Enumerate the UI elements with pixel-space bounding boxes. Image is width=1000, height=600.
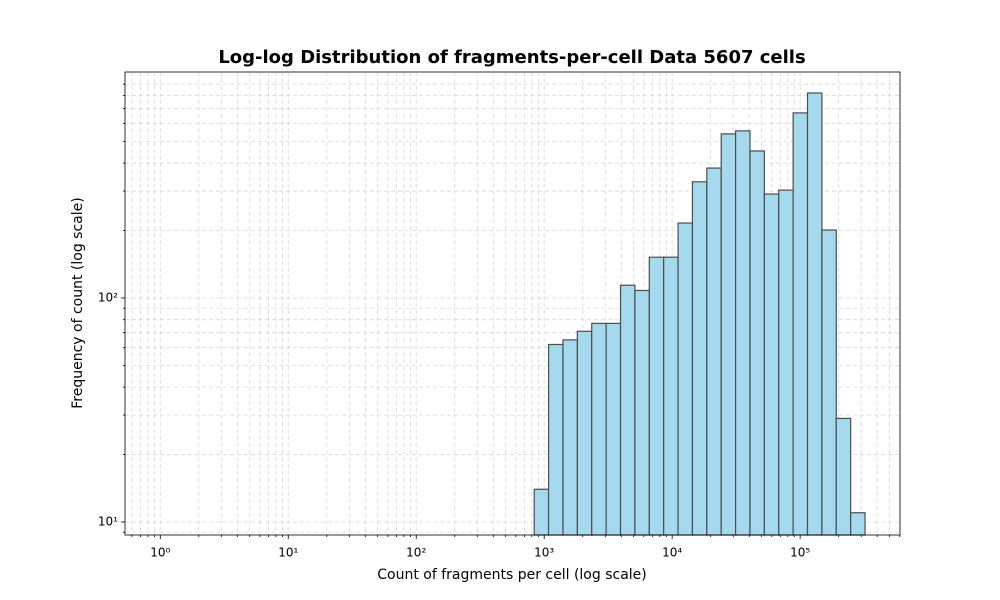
bar xyxy=(663,256,679,536)
bar xyxy=(706,167,722,536)
bar xyxy=(821,229,837,536)
bar xyxy=(850,512,866,536)
bar xyxy=(533,488,550,536)
x-tick-label: 10² xyxy=(406,546,426,560)
x-tick-label: 10¹ xyxy=(278,546,298,560)
bar xyxy=(634,289,650,536)
x-tick-label: 10⁵ xyxy=(790,546,810,560)
bar xyxy=(591,322,607,536)
x-axis-label: Count of fragments per cell (log scale) xyxy=(377,567,647,583)
plot-frame xyxy=(124,71,901,536)
bar xyxy=(763,193,780,536)
bar xyxy=(720,133,737,536)
bar xyxy=(734,130,751,536)
bar xyxy=(605,322,622,536)
bar xyxy=(562,339,578,536)
bar xyxy=(547,343,564,536)
bar xyxy=(648,256,665,536)
bar xyxy=(749,150,765,536)
bar xyxy=(677,222,694,536)
chart-title: Log-log Distribution of fragments-per-ce… xyxy=(218,47,805,68)
bar xyxy=(778,189,794,536)
x-tick-label: 10³ xyxy=(534,546,554,560)
x-tick-label: 10⁴ xyxy=(662,546,682,560)
x-tick-label: 10⁰ xyxy=(150,546,170,560)
y-axis-label: Frequency of count (log scale) xyxy=(70,197,86,408)
bar xyxy=(691,181,708,536)
bar xyxy=(806,92,823,536)
bar xyxy=(792,112,809,536)
bar xyxy=(619,284,636,536)
bar xyxy=(576,330,593,536)
y-tick-label: 10² xyxy=(98,290,118,304)
bar xyxy=(835,417,852,536)
y-tick-label: 10¹ xyxy=(98,515,118,529)
